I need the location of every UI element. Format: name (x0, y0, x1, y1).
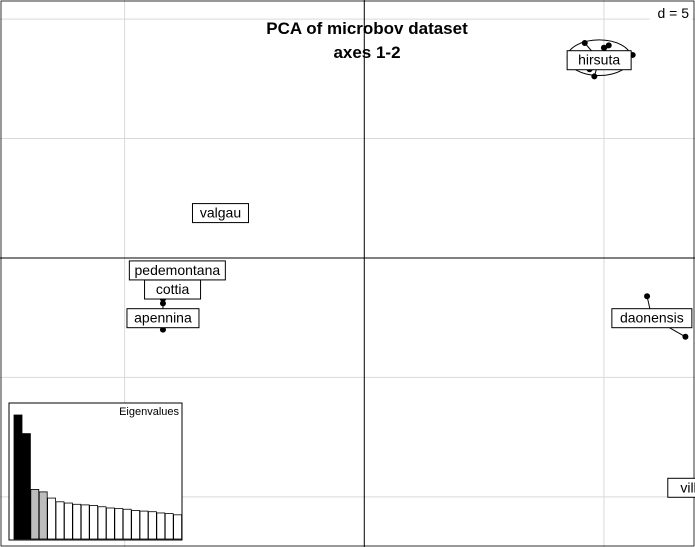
chart-title: PCA of microbov dataset (266, 19, 468, 38)
group-labels: hirsuta valgau pedemontana cottia apennina da… (126, 50, 695, 498)
inset-title: Eigenvalues (119, 406, 179, 418)
eigenvalue-bar (47, 497, 56, 540)
point-daonensis (682, 333, 689, 340)
eigenvalue-bar (97, 506, 107, 540)
eigenvalue-bar (21, 433, 31, 540)
eigenvalue-bar (38, 491, 48, 540)
point-hirsuta (605, 42, 612, 49)
eigenvalue-bar (122, 508, 132, 540)
label-cottia: cottia (156, 281, 190, 297)
label-box-villosa (667, 477, 695, 498)
label-box-hirsuta (566, 50, 632, 71)
eigenvalue-bar (80, 504, 90, 540)
eigenvalue-bar (64, 502, 73, 540)
eigenvalue-bar (89, 505, 98, 540)
eigenvalue-bar (164, 513, 174, 540)
eigenvalue-bar (156, 512, 166, 540)
label-box-apennina (126, 308, 200, 329)
label-daonensis: daonensis (620, 310, 684, 326)
scale-label: d = 5 (657, 5, 689, 21)
eigenvalue-bar (13, 414, 23, 540)
point-daonensis (644, 293, 651, 300)
point-hirsuta (591, 73, 598, 80)
eigenvalue-bars (13, 414, 183, 540)
eigenvalue-bar (147, 511, 157, 540)
label-hirsuta: hirsuta (578, 52, 620, 68)
scale-label-box (650, 3, 692, 21)
eigenvalue-bar (106, 507, 115, 540)
point-hirsuta (600, 44, 607, 51)
eigenvalue-bar (139, 510, 149, 540)
eigenvalue-bar (173, 514, 183, 540)
eigenvalue-bar (114, 508, 124, 540)
eigenvalues-inset: Eigenvalues (8, 402, 183, 541)
label-box-cottia (144, 279, 202, 300)
point-apennina (159, 300, 166, 307)
label-box-daonensis (611, 308, 693, 329)
label-valgau: valgau (200, 205, 241, 221)
eigenvalue-bar (131, 510, 141, 540)
label-apennina: apennina (134, 310, 192, 326)
label-villosa: villosa (680, 479, 695, 495)
chart-subtitle: axes 1-2 (333, 43, 400, 62)
point-hirsuta (581, 39, 588, 46)
eigenvalue-bar (55, 501, 65, 540)
label-box-valgau (191, 203, 249, 224)
eigenvalue-bar (72, 503, 82, 540)
eigenvalue-bar (30, 488, 40, 540)
label-pedemontana: pedemontana (135, 262, 221, 278)
